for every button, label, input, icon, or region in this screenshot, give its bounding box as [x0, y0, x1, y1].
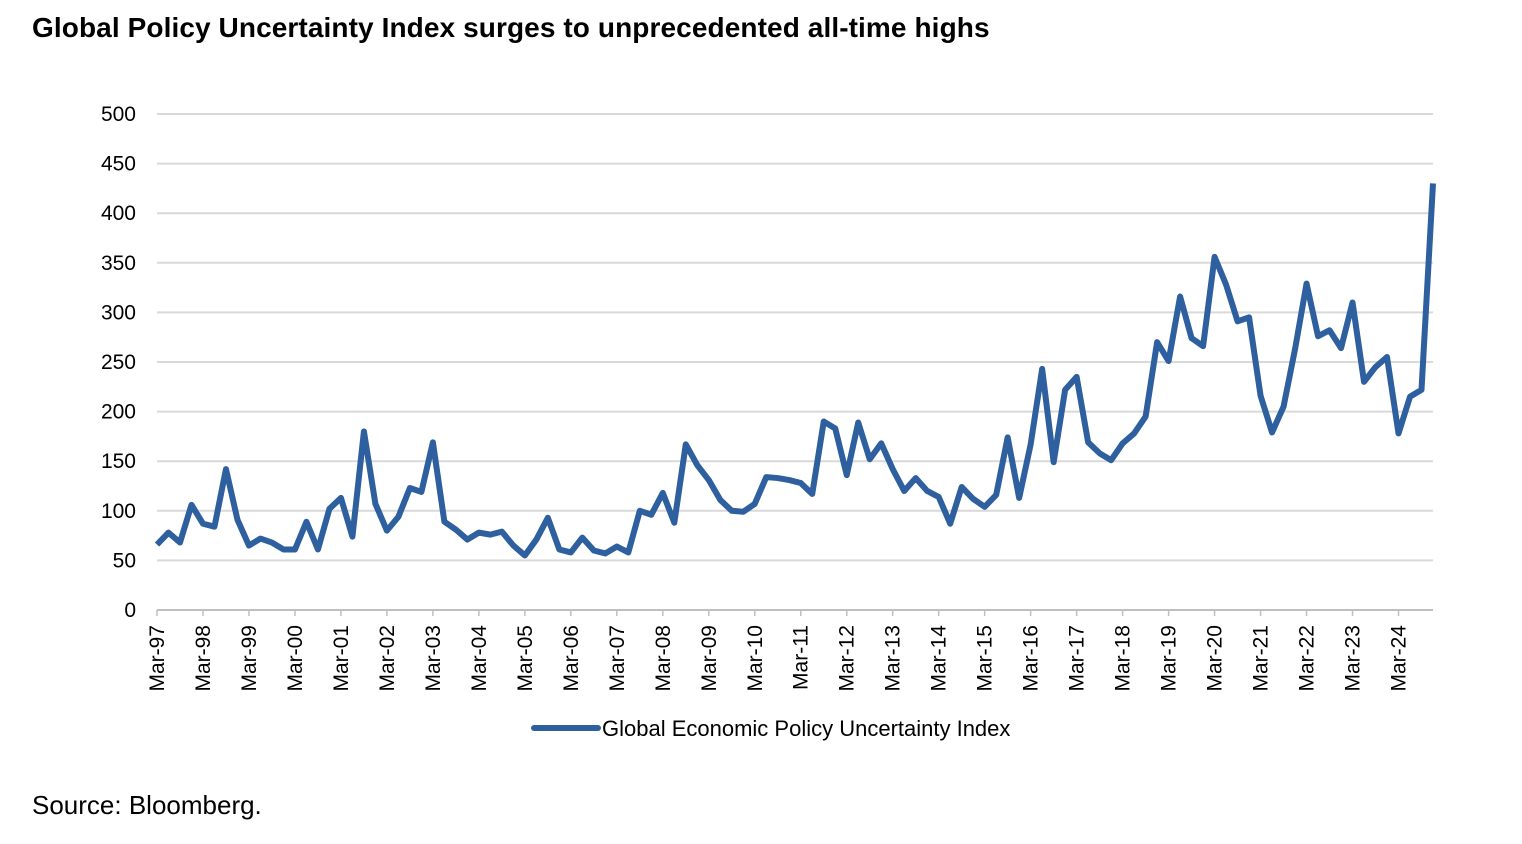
- y-tick-label: 350: [101, 252, 136, 275]
- gridlines: [157, 113, 1433, 562]
- y-tick-label: 50: [113, 549, 136, 572]
- x-tick-label: Mar-01: [330, 625, 353, 692]
- x-tick-label: Mar-98: [192, 625, 215, 692]
- x-tick-label: Mar-21: [1250, 625, 1273, 692]
- x-tick-label: Mar-99: [238, 625, 261, 692]
- x-tick-label: Mar-10: [744, 625, 767, 692]
- x-tick-label: Mar-15: [974, 625, 997, 692]
- series-line-global-epu: [154, 183, 1436, 559]
- x-tick-label: Mar-02: [376, 625, 399, 692]
- x-tick-label: Mar-06: [560, 625, 583, 692]
- source-note: Source: Bloomberg.: [32, 790, 262, 820]
- x-tick-label: Mar-03: [422, 625, 445, 692]
- x-tick-label: Mar-11: [790, 625, 813, 690]
- x-tick-label: Mar-24: [1388, 625, 1411, 692]
- series-group: [154, 183, 1436, 559]
- y-tick-label: 500: [101, 103, 136, 126]
- x-tick-label: Mar-23: [1342, 625, 1365, 692]
- y-tick-label: 250: [101, 351, 136, 374]
- x-tick-label: Mar-08: [652, 625, 675, 692]
- x-tick-label: Mar-22: [1296, 625, 1319, 692]
- x-tick-label: Mar-09: [698, 625, 721, 692]
- y-tick-label: 200: [101, 401, 136, 424]
- x-tick-label: Mar-20: [1204, 625, 1227, 692]
- y-axis-ticks: 0 50 100 150 200 250 300 350 400 450 500: [101, 103, 136, 622]
- x-tick-label: Mar-13: [882, 625, 905, 692]
- x-tick-label: Mar-00: [284, 625, 307, 692]
- x-tick-label: Mar-05: [514, 625, 537, 692]
- y-tick-label: 400: [101, 202, 136, 225]
- x-tick-label: Mar-04: [468, 625, 491, 692]
- x-tick-label: Mar-17: [1066, 625, 1089, 692]
- y-tick-label: 300: [101, 301, 136, 324]
- x-tick-label: Mar-16: [1020, 625, 1043, 692]
- legend: Global Economic Policy Uncertainty Index: [531, 716, 1010, 741]
- x-tick-label: Mar-18: [1112, 625, 1135, 692]
- y-tick-label: 150: [101, 450, 136, 473]
- x-tick-label: Mar-97: [146, 625, 169, 692]
- x-tick-label: Mar-12: [836, 625, 859, 692]
- chart-title: Global Policy Uncertainty Index surges t…: [32, 12, 990, 43]
- legend-label: Global Economic Policy Uncertainty Index: [602, 716, 1010, 741]
- x-tick-label: Mar-07: [606, 625, 629, 692]
- y-tick-label: 100: [101, 500, 136, 523]
- y-tick-label: 450: [101, 153, 136, 176]
- x-axis-ticks: Mar-97 Mar-98 Mar-99 Mar-00 Mar-01 Mar-02 Mar-…: [146, 610, 1411, 692]
- x-tick-label: Mar-14: [928, 625, 951, 692]
- y-tick-label: 0: [124, 599, 136, 622]
- x-tick-label: Mar-19: [1158, 625, 1181, 692]
